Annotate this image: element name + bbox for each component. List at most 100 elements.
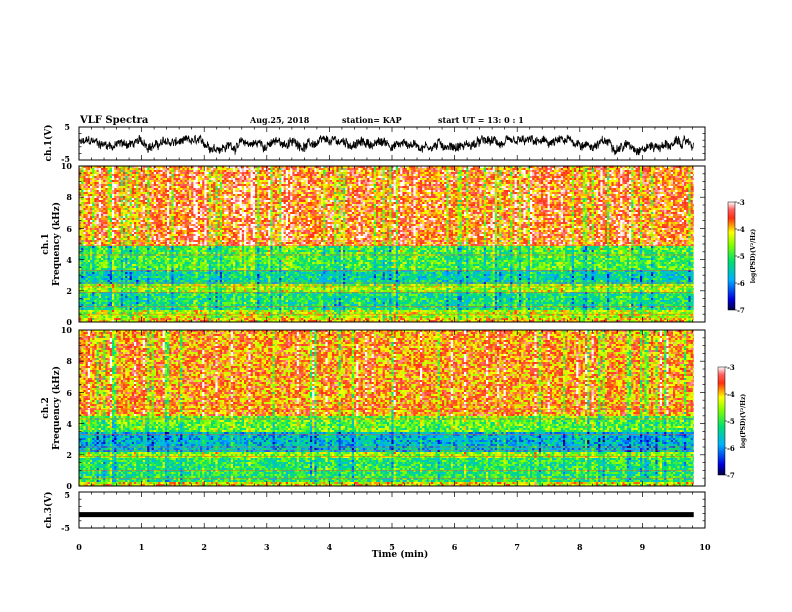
spectrogram-cell [134,218,137,221]
spectrogram-cell [131,272,135,275]
spectrogram-cell [149,292,152,295]
spectrogram-cell [206,278,210,281]
spectrogram-cell [138,186,141,189]
spectrogram-cell [193,198,196,201]
spectrogram-cell [160,184,163,187]
spectrogram-cell [140,280,144,283]
spectrogram-cell [195,276,199,279]
spectrogram-cell [180,294,183,297]
spectrogram-cell [85,246,89,249]
spectrogram-cell [173,178,177,181]
spectrogram-cell [103,306,106,309]
spectrogram-cell [116,276,119,279]
spectrogram-cell [164,308,168,311]
spectrogram-cell [114,242,117,245]
spectrogram-cell [160,172,163,175]
spectrogram-cell [169,290,172,293]
spectrogram-cell [109,288,113,291]
spectrogram-cell [94,256,97,259]
spectrogram-cell [123,248,126,251]
spectrogram-cell [103,176,106,179]
spectrogram-cell [105,270,108,273]
spectrogram-cell [197,258,201,261]
spectrogram-cell [118,266,122,269]
spectrogram-cell [114,306,117,309]
spectrogram-cell [211,184,214,187]
spectrogram-cell [112,202,115,205]
spectrogram-cell [151,180,155,183]
spectrogram-cell [197,238,201,241]
spectrogram-cell [109,294,113,297]
spectrogram-cell [175,168,179,171]
spectrogram-cell [79,210,82,213]
spectrogram-cell [180,166,183,169]
spectrogram-cell [120,176,124,179]
spectrogram-cell [156,264,159,267]
spectrogram-cell [211,180,214,183]
spectrogram-cell [105,208,108,211]
spectrogram-cell [92,208,95,211]
spectrogram-cell [191,206,194,209]
spectrogram-cell [189,228,192,231]
spectrogram-cell [164,184,168,187]
spectrogram-cell [109,260,113,263]
spectrogram-cell [94,200,97,203]
spectrogram-cell [206,314,210,317]
spectrogram-cell [98,198,102,201]
spectrogram-cell [92,196,95,199]
spectrogram-cell [145,166,148,169]
spectrogram-cell [213,308,216,311]
spectrogram-cell [127,174,130,177]
spectrogram-cell [83,166,86,169]
spectrogram-cell [158,224,161,227]
spectrogram-cell [197,256,201,259]
spectrogram-cell [105,298,108,301]
spectrogram-cell [180,306,183,309]
spectrogram-cell [180,234,183,237]
spectrogram-cell [204,228,207,231]
spectrogram-cell [85,206,89,209]
spectrogram-cell [127,270,130,273]
spectrogram-cell [213,232,216,235]
spectrogram-cell [120,180,124,183]
spectrogram-cell [173,258,177,261]
spectrogram-cell [79,214,82,217]
spectrogram-cell [153,268,157,271]
spectrogram-cell [153,236,157,239]
spectrogram-cell [208,180,212,183]
spectrogram-cell [109,250,113,253]
spectrogram-cell [138,256,141,259]
spectrogram-cell [94,248,97,251]
spectrogram-cell [101,292,104,295]
spectrogram-cell [208,256,212,259]
spectrogram-cell [116,230,119,233]
spectrogram-cell [147,304,150,307]
spectrogram-cell [151,210,155,213]
spectrogram-cell [158,236,161,239]
spectrogram-cell [197,192,201,195]
spectrogram-cell [81,188,84,191]
spectrogram-cell [173,214,177,217]
spectrogram-cell [182,200,185,203]
spectrogram-cell [125,268,128,271]
spectrogram-cell [195,312,199,315]
spectrogram-cell [105,300,108,303]
spectrogram-cell [197,286,201,289]
spectrogram-cell [140,278,144,281]
spectrogram-cell [145,230,148,233]
spectrogram-cell [167,304,170,307]
spectrogram-cell [134,178,137,181]
spectrogram-cell [211,206,214,209]
spectrogram-cell [142,232,146,235]
spectrogram-cell [178,176,181,179]
spectrogram-cell [160,278,163,281]
spectrogram-cell [101,250,104,253]
spectrogram-cell [103,272,106,275]
spectrogram-cell [129,310,133,313]
spectrogram-cell [202,210,205,213]
spectrogram-cell [145,306,148,309]
spectrogram-cell [147,216,150,219]
spectrogram-cell [193,238,196,241]
spectrogram-cell [87,218,91,221]
spectrogram-cell [92,298,95,301]
